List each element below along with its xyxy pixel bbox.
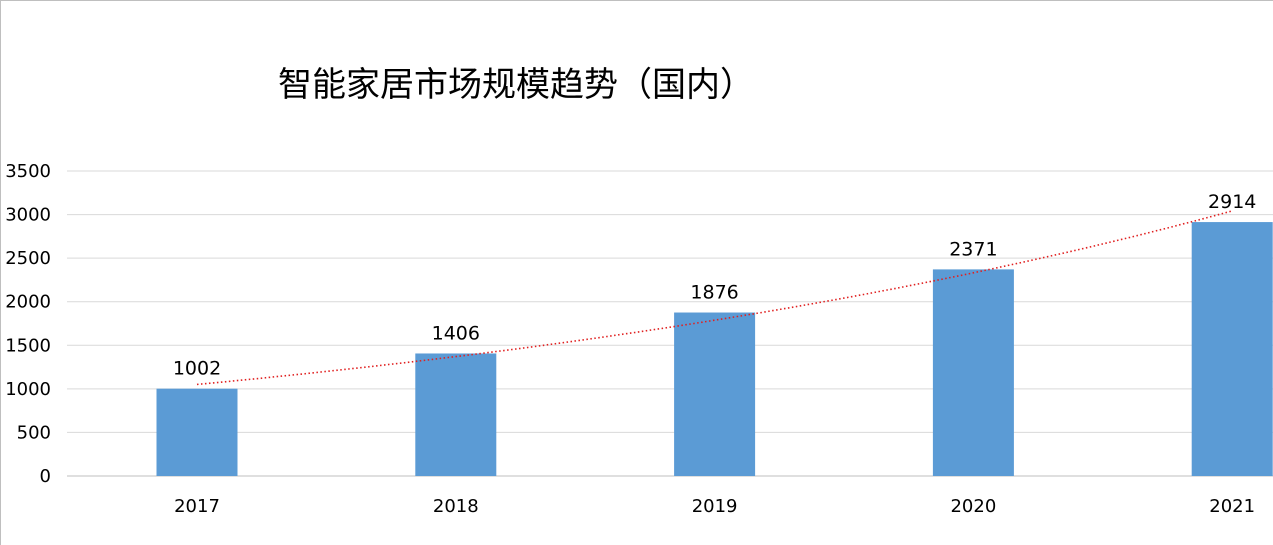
y-tick-label: 1500 xyxy=(5,335,51,356)
data-label: 1406 xyxy=(432,322,480,344)
x-tick-label: 2018 xyxy=(433,496,479,517)
bar xyxy=(932,269,1014,476)
data-label: 1002 xyxy=(173,358,221,380)
bar xyxy=(674,312,756,476)
data-labels: 1002 1406 1876 2371 2914 xyxy=(173,191,1257,380)
data-label: 1876 xyxy=(690,282,738,304)
y-tick-label: 3000 xyxy=(5,205,51,226)
x-tick-label: 2017 xyxy=(174,496,220,517)
x-axis: 2017 2018 2019 2020 2021 xyxy=(174,496,1255,517)
data-label: 2914 xyxy=(1208,191,1256,213)
data-label: 2371 xyxy=(949,238,997,260)
trendline-path xyxy=(196,210,1233,386)
x-tick-label: 2020 xyxy=(950,496,996,517)
y-tick-label: 0 xyxy=(40,466,51,487)
chart-title: 智能家居市场规模趋势（国内） xyxy=(278,65,754,105)
bars xyxy=(156,222,1273,476)
y-tick-label: 3500 xyxy=(5,161,51,182)
y-tick-label: 2500 xyxy=(5,248,51,269)
gridlines xyxy=(67,170,1273,477)
x-tick-label: 2021 xyxy=(1209,496,1255,517)
y-tick-label: 1000 xyxy=(5,379,51,400)
trendline xyxy=(196,210,1233,386)
bar xyxy=(1191,222,1273,476)
bar xyxy=(156,388,238,476)
x-tick-label: 2019 xyxy=(692,496,738,517)
y-tick-label: 2000 xyxy=(5,292,51,313)
y-tick-label: 500 xyxy=(17,422,51,443)
y-axis: 0 500 1000 1500 2000 2500 3000 3500 xyxy=(5,161,51,487)
bar xyxy=(415,353,497,476)
